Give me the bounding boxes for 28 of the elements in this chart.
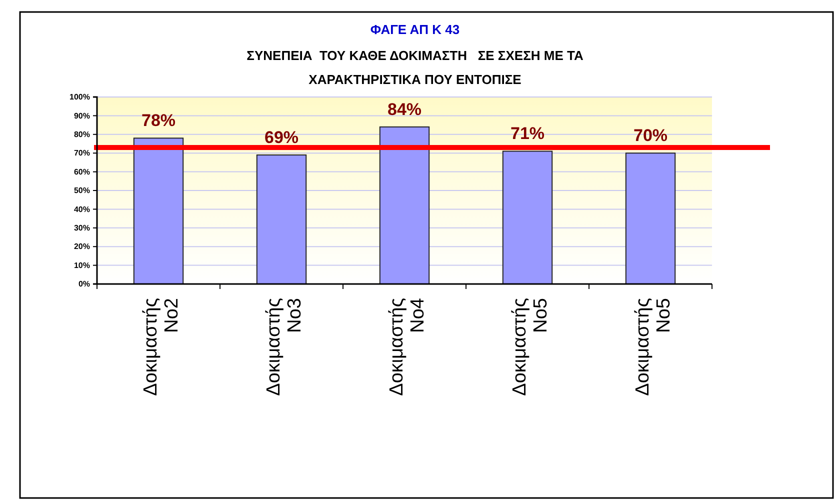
y-tick-label: 100%: [70, 92, 90, 102]
x-tick-label: Δοκιμαστής No2: [140, 298, 182, 396]
x-tick-label: Δοκιμαστής No3: [264, 298, 306, 396]
x-tick-label: Δοκιμαστής No5: [510, 298, 552, 396]
data-label: 70%: [633, 126, 668, 146]
bar: [502, 150, 553, 284]
y-tick-label: 70%: [74, 148, 90, 158]
chart-subtitle: ΣΥΝΕΠΕΙΑ ΤΟΥ ΚΑΘΕ ΔΟΚΙΜΑΣΤΗ ΣΕ ΣΧΕΣΗ ΜΕ ΤΑ ΧΑΡΑΚΤΗΡΙΣΤΙΚΑ ΠΟΥ ΕΝΤΟΠΙΣΕ: [246, 48, 584, 87]
data-label: 78%: [141, 111, 176, 130]
bar: [256, 154, 307, 284]
data-label: 71%: [510, 124, 545, 144]
x-tick-label: Δοκιμαστής No4: [386, 298, 428, 396]
y-tick-label: 10%: [74, 260, 90, 270]
y-tick-label: 80%: [74, 130, 90, 139]
y-tick-label: 30%: [74, 223, 90, 232]
chart-title: ΦΑΓΕ ΑΠ Κ 43: [370, 22, 460, 37]
data-label: 69%: [264, 128, 299, 147]
y-tick-label: 90%: [74, 111, 90, 120]
bar: [133, 138, 184, 284]
bar: [625, 152, 676, 284]
y-tick-label: 50%: [74, 186, 90, 196]
y-tick-label: 20%: [74, 242, 90, 252]
y-tick-label: 40%: [74, 204, 90, 214]
x-tick-label: Δοκιμαστής No5: [632, 298, 674, 396]
y-tick-label: 60%: [74, 167, 90, 176]
bar: [379, 126, 430, 284]
y-tick-label: 0%: [78, 280, 90, 289]
data-label: 84%: [387, 100, 422, 119]
